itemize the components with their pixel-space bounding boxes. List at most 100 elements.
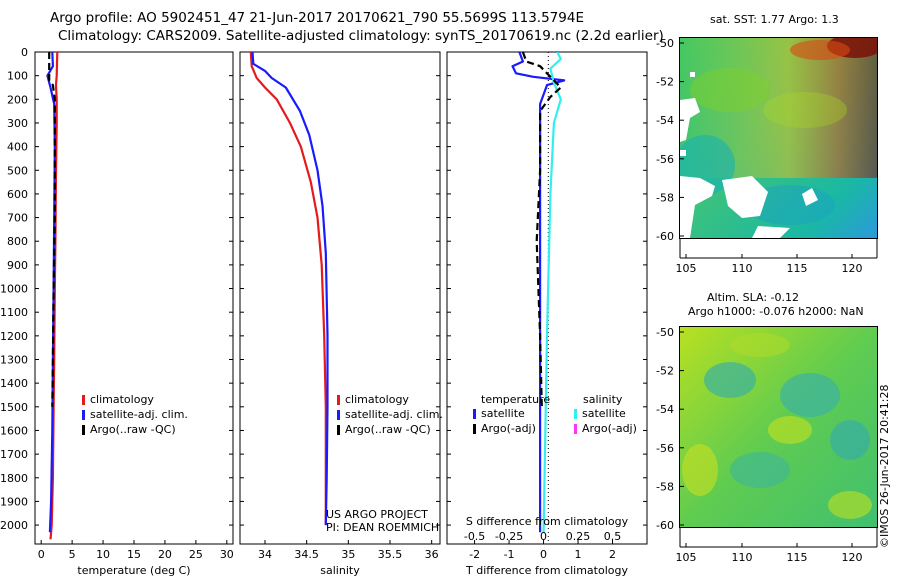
depth-tick-label: 800 [7, 235, 28, 248]
depth-tick-label: 700 [7, 212, 28, 225]
x-tick-label: 34 [258, 548, 272, 561]
top-tick-label: 0.5 [604, 530, 622, 543]
depth-tick-label: 900 [7, 259, 28, 272]
depth-tick-label: 1100 [0, 306, 28, 319]
lon-tick-label: 105 [676, 551, 697, 564]
depth-tick-label: 1000 [0, 283, 28, 296]
lon-tick-label: 110 [732, 262, 753, 275]
x-tick-label: 30 [220, 548, 234, 561]
x-tick-label: 36 [425, 548, 439, 561]
temperature-plot [46, 52, 59, 540]
x-tick-label: 25 [189, 548, 203, 561]
lat-tick-label: -56 [656, 153, 674, 166]
x-axis-label: salinity [320, 564, 360, 577]
legend-label: satellite [481, 407, 525, 420]
legend-label: satellite-adj. clim. [90, 408, 188, 421]
x-tick-label: 35 [341, 548, 355, 561]
depth-tick-label: 1800 [0, 472, 28, 485]
credit-project: US ARGO PROJECT [326, 508, 428, 521]
salinity-plot [249, 52, 329, 526]
depth-tick-label: 2000 [0, 519, 28, 532]
lat-tick-label: -54 [656, 114, 674, 127]
lat-tick-label: -50 [656, 326, 674, 339]
sla-map-axes: -50 -52 -54 -56 -58 -60 105 110 115 120 [656, 326, 878, 564]
legend-swatch [82, 424, 85, 435]
depth-tick-label: 100 [7, 70, 28, 83]
top-tick-label: -0.5 [464, 530, 485, 543]
legend-label: Argo(-adj) [481, 422, 536, 435]
header-title-line2: Climatology: CARS2009. Satellite-adjuste… [58, 28, 664, 44]
legend-swatch [473, 423, 476, 434]
depth-tick-label: 1300 [0, 354, 28, 367]
lat-tick-label: -58 [656, 191, 674, 204]
depth-tick-label: 500 [7, 164, 28, 177]
series-line-temperature-argo-adj- [521, 52, 562, 407]
depth-tick-label: 200 [7, 93, 28, 106]
x-tick-label: 5 [69, 548, 76, 561]
lon-tick-label: 120 [842, 262, 863, 275]
x-tick-label: 1 [575, 548, 582, 561]
legend-label: satellite-adj. clim. [345, 408, 443, 421]
x-tick-label: 2 [609, 548, 616, 561]
legend-swatch [337, 394, 340, 405]
depth-tick-label: 1200 [0, 330, 28, 343]
series-line-salinity-satellite [542, 52, 562, 533]
lat-tick-label: -54 [656, 403, 674, 416]
secondary-axis-label: S difference from climatology [466, 515, 629, 528]
difference-panel-frame [446, 51, 648, 545]
x-axis-label: temperature (deg C) [77, 564, 190, 577]
top-tick-label: 0.25 [566, 530, 591, 543]
legend-swatch [82, 409, 85, 420]
difference-legend-salinity-heading: salinity [583, 393, 623, 406]
lat-tick-label: -60 [656, 519, 674, 532]
x-tick-label: 0 [38, 548, 45, 561]
imos-timestamp: ©IMOS 26-Jun-2017 20:41:28 [878, 384, 891, 548]
x-tick-label: 35.5 [378, 548, 403, 561]
depth-tick-label: 1900 [0, 495, 28, 508]
top-tick-label: 0 [540, 530, 547, 543]
sst-map-axes: -50 -52 -54 -56 -58 -60 105 110 115 120 [656, 37, 878, 275]
legend-swatch [574, 408, 577, 419]
x-tick-label: -1 [504, 548, 515, 561]
legend-swatch [337, 424, 340, 435]
credit-pi: PI: DEAN ROEMMICH [326, 521, 440, 534]
lat-tick-label: -56 [656, 442, 674, 455]
series-line-climatology [249, 52, 327, 526]
lat-tick-label: -60 [656, 230, 674, 243]
depth-tick-label: 1600 [0, 424, 28, 437]
lon-tick-label: 120 [842, 551, 863, 564]
legend-label: Argo(..raw -QC) [345, 423, 431, 436]
legend-swatch [473, 408, 476, 419]
salinity-legend: climatology satellite-adj. clim. Argo(..… [337, 392, 443, 437]
sst-map-title: sat. SST: 1.77 Argo: 1.3 [710, 13, 839, 26]
lat-tick-label: -52 [656, 365, 674, 378]
legend-label: satellite [582, 407, 626, 420]
temperature-x-axis: 0 5 10 15 20 25 30 temperature (deg C) [38, 540, 234, 577]
sla-map [679, 326, 878, 528]
series-line-satellite-adj-clim- [251, 52, 329, 526]
depth-tick-label: 300 [7, 117, 28, 130]
x-tick-label: 34.5 [294, 548, 319, 561]
sla-map-title-line2: Argo h1000: -0.076 h2000: NaN [688, 305, 864, 318]
lon-tick-label: 115 [787, 262, 808, 275]
legend-label: climatology [345, 393, 409, 406]
salinity-x-axis: 34 34.5 35 35.5 36 salinity [258, 540, 439, 577]
x-tick-label: 10 [96, 548, 110, 561]
temperature-panel-frame [34, 51, 234, 545]
depth-tick-label: 600 [7, 188, 28, 201]
salinity-panel-frame [239, 51, 441, 545]
x-tick-label: 15 [127, 548, 141, 561]
x-axis-label: T difference from climatology [465, 564, 628, 577]
legend-swatch [337, 409, 340, 420]
difference-x-axis: -2 -1 0 1 2 T difference from climatology -0.5… [464, 515, 629, 577]
depth-tick-label: 1400 [0, 377, 28, 390]
depth-tick-label: 400 [7, 141, 28, 154]
legend-label: climatology [90, 393, 154, 406]
sst-map [679, 37, 878, 239]
lon-tick-label: 115 [787, 551, 808, 564]
difference-legend-salinity: satellite Argo(-adj) [574, 406, 637, 436]
top-tick-label: -0.25 [495, 530, 523, 543]
header-title-line1: Argo profile: AO 5902451_47 21-Jun-2017 … [50, 10, 584, 26]
legend-label: Argo(..raw -QC) [90, 423, 176, 436]
lat-tick-label: -50 [656, 37, 674, 50]
